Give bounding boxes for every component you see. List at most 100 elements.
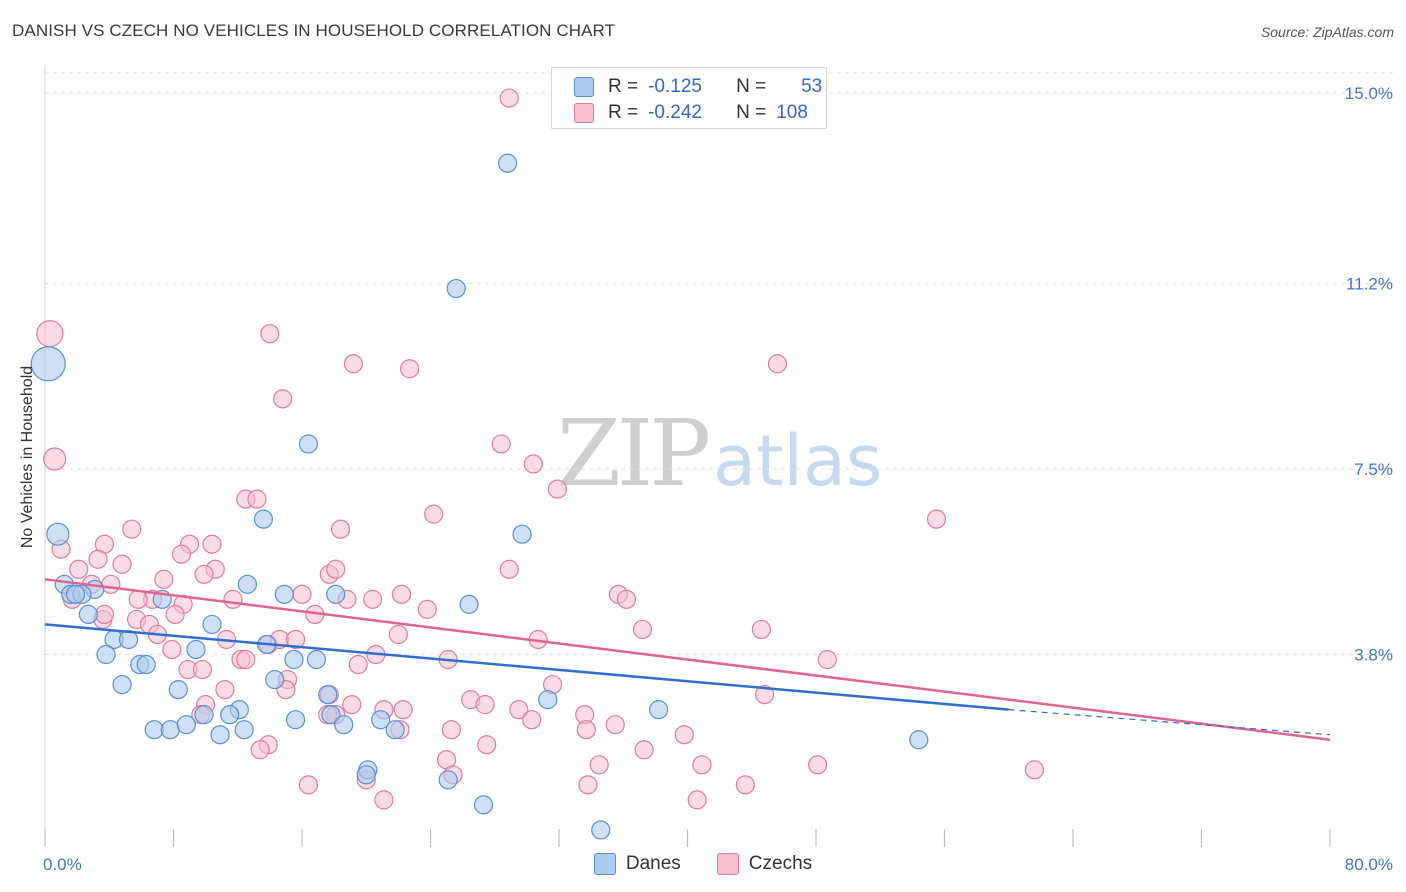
dane-point [210, 725, 230, 745]
y-tick-label: 3.8% [1354, 646, 1393, 665]
dane-point [371, 710, 391, 730]
czech-point [122, 519, 142, 539]
czechs-legend-swatch [716, 853, 739, 875]
legend-item-danes[interactable]: Danes [593, 853, 681, 875]
danes-swatch [574, 77, 594, 97]
dane-point [446, 278, 466, 299]
dane-point [538, 690, 558, 710]
czech-point [162, 639, 182, 660]
czech-point [441, 720, 461, 740]
czech-point [154, 569, 174, 589]
dane-point [326, 584, 346, 604]
czech-point [400, 359, 420, 379]
danes-legend-swatch [593, 853, 616, 875]
czech-point [348, 654, 368, 675]
czech-point [285, 629, 306, 650]
dane-point [237, 574, 257, 594]
dane-point [473, 795, 494, 815]
czech-point [250, 740, 270, 760]
dane-point [194, 705, 214, 725]
czech-point [578, 775, 598, 795]
czech-point [128, 589, 148, 609]
dane-point [284, 649, 304, 670]
czech-point [491, 434, 511, 454]
tick-label-layer: 3.8% 7.5% 11.2% 15.0% 0.0% 80.0% [43, 84, 1393, 874]
dane-point [591, 820, 611, 840]
czech-point [194, 564, 214, 584]
dane-point [176, 715, 196, 735]
czech-point [292, 584, 312, 604]
czech-point [202, 534, 222, 554]
czech-point [247, 489, 267, 509]
czech-point [523, 454, 543, 474]
czech-point [477, 735, 497, 755]
dane-point [356, 765, 376, 785]
dane-point [46, 522, 70, 546]
czech-point [576, 720, 596, 740]
dane-point [65, 584, 86, 604]
dane-point [298, 434, 319, 454]
dane-point [321, 705, 341, 725]
dane-point [285, 710, 306, 730]
dane-point [96, 644, 116, 665]
chart-title: DANISH VS CZECH NO VEHICLES IN HOUSEHOLD… [12, 21, 616, 40]
dane-point [306, 649, 327, 670]
dane-point [202, 614, 222, 635]
czech-point [236, 649, 256, 670]
dane-point [648, 700, 669, 720]
czechs-r-label: R = [608, 102, 639, 123]
dane-point [160, 720, 180, 740]
czech-point [674, 725, 694, 745]
czech-point [94, 604, 115, 625]
czech-point [692, 755, 712, 775]
series-legend: Danes Czechs [0, 852, 1406, 876]
czech-point [43, 447, 67, 471]
czech-point [391, 584, 412, 604]
dane-point [274, 584, 294, 604]
czech-point [634, 740, 654, 760]
y-tick-label: 15.0% [1345, 84, 1393, 103]
czechs-r-value: -0.242 [648, 102, 702, 123]
dane-point [498, 153, 518, 173]
czech-point [273, 389, 293, 409]
dane-point [118, 629, 139, 650]
dane-point [112, 674, 132, 695]
czech-point [192, 659, 213, 680]
czech-point [767, 354, 788, 374]
czech-point [215, 679, 235, 700]
czech-point [926, 509, 947, 529]
czech-point [260, 324, 280, 344]
dane-point [909, 730, 929, 750]
danes-r-value: -0.125 [648, 76, 702, 97]
czech-point [342, 695, 362, 715]
czech-point [343, 354, 363, 374]
dane-point [186, 639, 206, 660]
czech-point [88, 549, 108, 569]
y-tick-label: 7.5% [1354, 460, 1393, 479]
danes-legend-label: Danes [625, 853, 681, 874]
czech-point [522, 710, 542, 730]
czech-point [36, 320, 64, 348]
grid-layer [45, 72, 1395, 656]
dane-point [253, 509, 274, 529]
czechs-n-label: N = [736, 102, 767, 123]
czech-point [687, 790, 707, 810]
czech-point [101, 574, 121, 594]
czech-point [417, 599, 437, 619]
dane-point [144, 720, 164, 740]
czechs-swatch [574, 103, 594, 123]
dane-point [459, 594, 479, 614]
dane-point [265, 669, 285, 690]
dane-point [318, 685, 338, 705]
trend-layer [44, 578, 1331, 741]
x-tick-label: 0.0% [43, 855, 82, 874]
czech-point [605, 715, 625, 735]
danes-n-label: N = [736, 76, 767, 97]
x-tick-label: 80.0% [1345, 855, 1393, 874]
czech-point [112, 554, 132, 574]
legend-item-czechs[interactable]: Czechs [716, 853, 812, 875]
czech-point [632, 619, 653, 640]
legend-row-danes: R = -0.125 N = 53 [574, 76, 822, 98]
czech-point [499, 88, 519, 108]
